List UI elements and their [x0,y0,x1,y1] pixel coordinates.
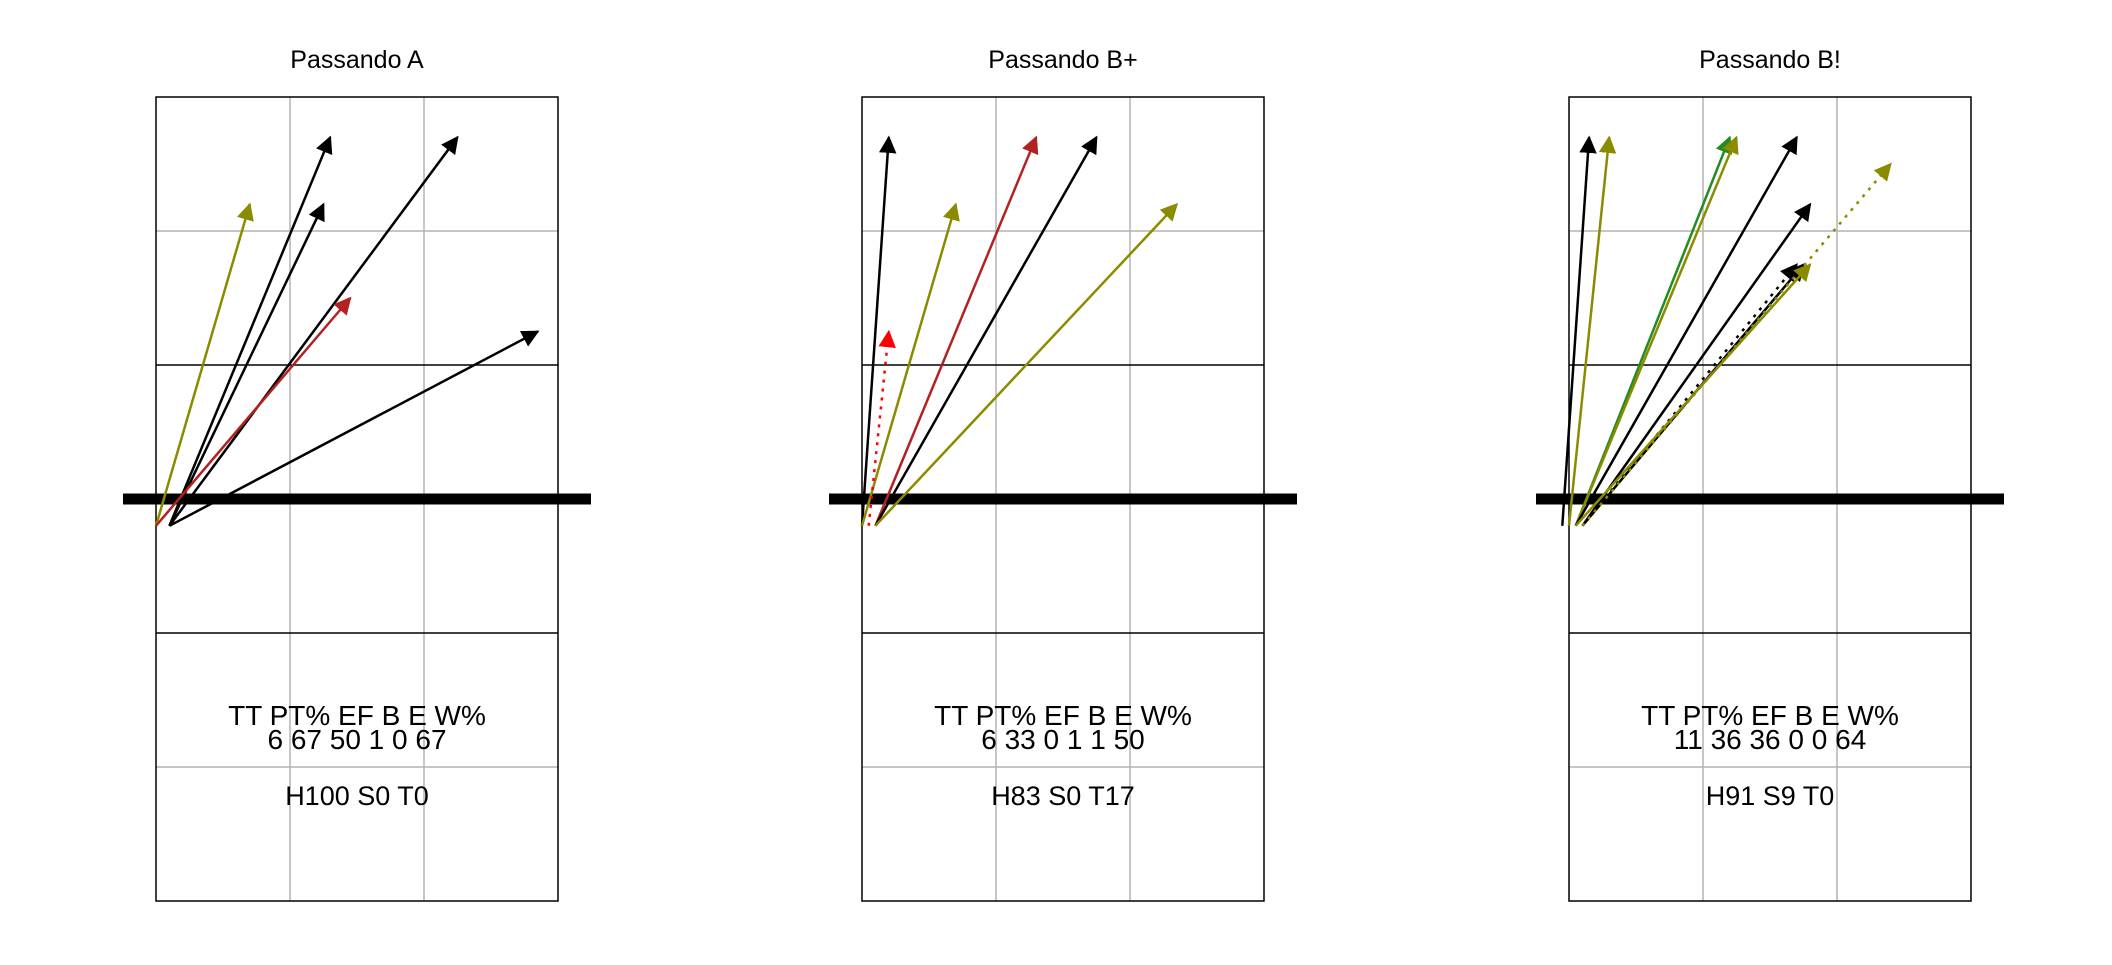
panel-title: Passando B! [1699,46,1841,74]
attack-arrow [168,330,540,527]
attack-arrow [1574,135,1798,527]
attack-arrow [874,135,1039,527]
stats-values: 6 33 0 1 1 50 [981,724,1144,755]
attack-arrow [168,135,333,527]
stats-headers: TT PT% EF B E W% [1641,700,1899,731]
panel-title: Passando A [290,46,424,74]
stats-values: 6 67 50 1 0 67 [267,724,446,755]
court-panel-3: Passando B! TT PT% EF B E W%11 36 36 0 0 … [1536,46,2004,902]
stats-summary: H83 S0 T17 [991,781,1135,811]
stats-summary: H100 S0 T0 [285,781,429,811]
attack-arrow [154,202,254,527]
court-panel-2: Passando B+ TT PT% EF B E W%6 33 0 1 1 50… [829,46,1297,902]
attack-arrow [874,202,1179,527]
attack-arrow [867,329,896,526]
attack-arrow [1581,162,1892,527]
attack-arrow [168,135,459,527]
attack-arrow [1581,202,1812,527]
attack-arrow [860,202,960,527]
attack-arrow [168,202,325,527]
attack-arrow [155,296,352,527]
attack-arrow [860,135,897,526]
attack-arrow [874,135,1098,527]
attack-arrow [1574,135,1739,527]
stats-summary: H91 S9 T0 [1706,781,1835,811]
stats-headers: TT PT% EF B E W% [228,700,486,731]
court-panel-1: Passando A TT PT% EF B E W%6 67 50 1 0 67… [123,46,591,902]
stats-headers: TT PT% EF B E W% [934,700,1192,731]
stats-values: 11 36 36 0 0 64 [1674,724,1867,755]
attack-arrow [1561,135,1597,526]
panel-title: Passando B+ [988,46,1137,74]
attack-arrow [1567,135,1617,526]
